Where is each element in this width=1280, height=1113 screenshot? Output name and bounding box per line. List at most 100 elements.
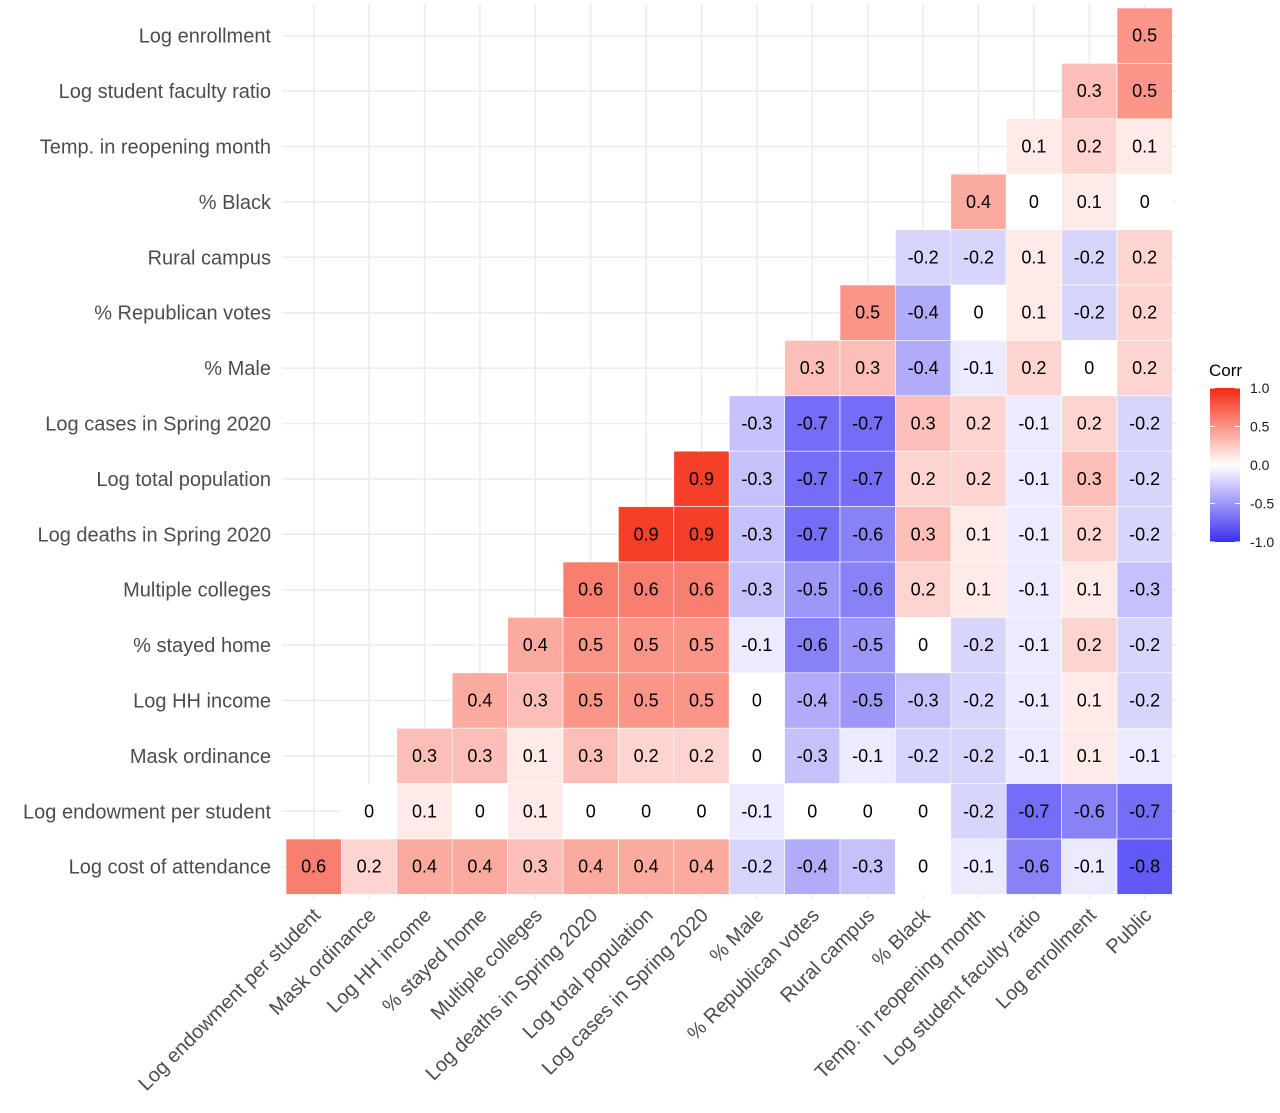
y-tick-label: Temp. in reopening month: [40, 137, 271, 159]
heatmap-cell: [1005, 173, 1062, 230]
cell-value-label: -0.3: [852, 857, 883, 877]
cell-value-label: 0.3: [911, 524, 936, 544]
heatmap-cell: [1005, 561, 1062, 618]
cell-value-label: 0.3: [523, 857, 548, 877]
heatmap-cell: [784, 506, 841, 563]
heatmap-cell: [1005, 783, 1062, 840]
cell-value-label: -0.1: [1018, 746, 1049, 766]
cell-value-label: 0.3: [855, 358, 880, 378]
cell-value-label: -0.1: [741, 801, 772, 821]
cell-value-label: -0.1: [1018, 524, 1049, 544]
legend-ticks: 1.0 0.5 0.0 -0.5 -1.0: [1210, 380, 1274, 550]
cell-value-label: 0.3: [523, 691, 548, 711]
heatmap-cell: [784, 395, 841, 452]
cell-value-label: 0.6: [578, 580, 603, 600]
heatmap-cell: [618, 838, 675, 895]
cell-value-label: 0.9: [689, 469, 714, 489]
heatmap-cell: [1061, 284, 1118, 341]
heatmap-cell: [895, 672, 952, 729]
heatmap-cell: [1061, 395, 1118, 452]
heatmap-cell: [507, 783, 564, 840]
heatmap-cell: [839, 727, 896, 784]
heatmap-cell: [341, 838, 398, 895]
cell-value-label: -0.3: [908, 691, 939, 711]
cell-value-label: 0.1: [1021, 247, 1046, 267]
cell-value-label: 0: [641, 801, 651, 821]
cell-value-label: 0.6: [689, 580, 714, 600]
cell-value-label: -0.2: [963, 746, 994, 766]
heatmap-cell: [784, 838, 841, 895]
heatmap-cell: [618, 617, 675, 674]
cell-value-label: -0.5: [852, 635, 883, 655]
cell-value-label: -0.1: [963, 358, 994, 378]
heatmap-cell: [1116, 340, 1173, 397]
cell-value-label: 0.5: [855, 303, 880, 323]
cell-value-label: 0: [364, 801, 374, 821]
cell-value-label: 0.2: [1077, 137, 1102, 157]
heatmap-cell: [895, 340, 952, 397]
cell-value-label: 0.1: [412, 801, 437, 821]
cell-value-label: -0.4: [797, 857, 828, 877]
heatmap-cell: [1116, 284, 1173, 341]
heatmap-cell: [1116, 783, 1173, 840]
cell-value-label: 0.2: [1077, 524, 1102, 544]
heatmap-cell: [1116, 838, 1173, 895]
heatmap-cell: [1061, 506, 1118, 563]
y-tick-label: Log total population: [96, 469, 271, 491]
heatmap-cell: [784, 561, 841, 618]
heatmap-cell: [673, 838, 730, 895]
cell-value-label: -0.1: [963, 857, 994, 877]
cell-value-label: 0.5: [689, 635, 714, 655]
heatmap-cell: [341, 783, 398, 840]
heatmap-cell: [451, 838, 508, 895]
cell-value-label: 0.9: [689, 524, 714, 544]
cell-value-label: -0.1: [1018, 414, 1049, 434]
heatmap-cell: [839, 617, 896, 674]
heatmap-cell: [1061, 727, 1118, 784]
cell-value-label: -0.1: [1074, 857, 1105, 877]
cell-value-label: -0.3: [741, 580, 772, 600]
cell-value-label: 0.3: [800, 358, 825, 378]
heatmap-cell: [1116, 672, 1173, 729]
heatmap-cell: [950, 506, 1007, 563]
cell-value-label: -0.6: [1018, 857, 1049, 877]
cell-value-label: -0.7: [797, 524, 828, 544]
cell-value-label: -0.4: [797, 691, 828, 711]
y-tick-label: % stayed home: [133, 635, 271, 657]
y-tick-label: Log cases in Spring 2020: [45, 414, 271, 436]
legend-tick-label: 0.0: [1250, 457, 1270, 473]
heatmap-cell: [895, 229, 952, 286]
cell-value-label: 0.2: [1077, 414, 1102, 434]
y-tick-label: Rural campus: [148, 247, 271, 269]
cell-value-label: 0.1: [1077, 580, 1102, 600]
heatmap-cell: [895, 838, 952, 895]
heatmap-cell: [1116, 561, 1173, 618]
cell-value-label: -0.6: [852, 524, 883, 544]
heatmap-cell: [1061, 672, 1118, 729]
cell-value-label: -0.4: [908, 303, 939, 323]
heatmap-cell: [1005, 727, 1062, 784]
heatmap-cell: [784, 340, 841, 397]
heatmap-cell: [950, 838, 1007, 895]
heatmap-cell: [1116, 118, 1173, 175]
cell-value-label: 0.2: [634, 746, 659, 766]
cell-value-label: 0.5: [1132, 26, 1157, 46]
y-tick-label: Log HH income: [133, 691, 271, 713]
heatmap-cell: [1116, 617, 1173, 674]
cell-value-label: 0: [863, 801, 873, 821]
heatmap-cell: [673, 561, 730, 618]
cell-value-label: 0.1: [1021, 137, 1046, 157]
cell-value-label: -0.1: [1018, 635, 1049, 655]
heatmap-cell: [728, 395, 785, 452]
heatmap-cell: [1116, 727, 1173, 784]
cell-value-label: -0.3: [741, 469, 772, 489]
cell-value-label: -0.2: [1129, 469, 1160, 489]
cell-value-label: 0.2: [1021, 358, 1046, 378]
cell-value-label: 0.3: [911, 414, 936, 434]
cell-value-label: -0.2: [1129, 414, 1160, 434]
cell-value-label: -0.2: [963, 801, 994, 821]
heatmap-cell: [950, 672, 1007, 729]
heatmap-cell: [1116, 506, 1173, 563]
cell-value-label: 0.2: [1132, 247, 1157, 267]
heatmap-cell: [1005, 450, 1062, 507]
